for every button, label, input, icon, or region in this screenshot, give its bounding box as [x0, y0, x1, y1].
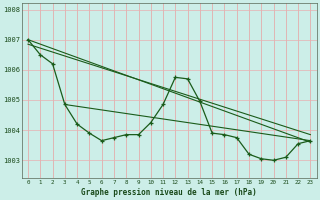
X-axis label: Graphe pression niveau de la mer (hPa): Graphe pression niveau de la mer (hPa)	[81, 188, 257, 197]
